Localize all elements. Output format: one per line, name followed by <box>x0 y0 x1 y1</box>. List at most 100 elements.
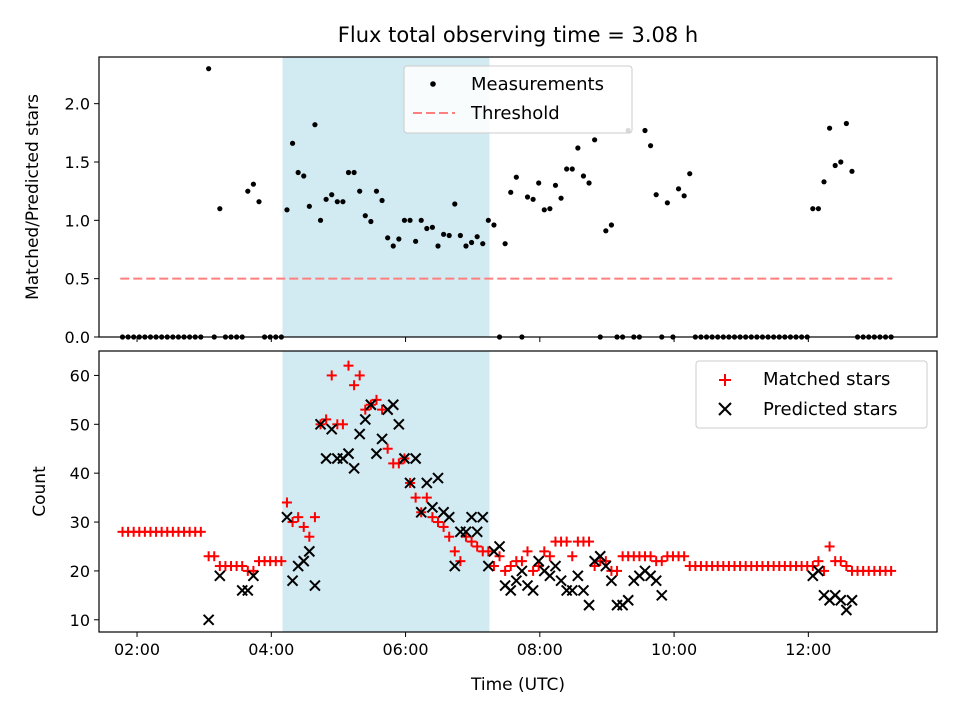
predicted-star-point <box>532 555 545 567</box>
matched-star-point <box>337 419 348 430</box>
predicted-star-point <box>326 423 338 435</box>
matched-star-point <box>539 546 550 557</box>
y-tick-label: 1.5 <box>65 153 90 172</box>
predicted-star-point <box>449 560 461 572</box>
matched-star-point <box>393 458 404 469</box>
measurement-point <box>351 169 357 176</box>
matched-star-point <box>281 497 292 508</box>
measurement-point <box>675 186 682 192</box>
predicted-star-point <box>314 418 327 431</box>
measurement-point <box>206 66 212 72</box>
x-axis-ticks: 02:00 04:00 06:00 08:00 10:00 12:00 <box>114 632 831 659</box>
matched-star-point <box>516 556 527 567</box>
measurement-point <box>295 169 301 176</box>
legend-label-predicted: Predicted stars <box>763 399 897 420</box>
legend-label-threshold: Threshold <box>470 103 560 124</box>
matched-star-point <box>835 556 846 567</box>
predicted-star-point <box>202 614 215 626</box>
measurement-point <box>838 159 844 165</box>
measurement-point <box>843 120 849 127</box>
measurement-point <box>289 140 296 146</box>
matched-star-point <box>466 536 477 547</box>
predicted-star-point <box>214 570 226 582</box>
predicted-star-point <box>387 399 399 411</box>
predicted-star-point <box>840 604 853 616</box>
matched-star-point <box>349 380 360 391</box>
matched-star-point <box>600 556 611 567</box>
predicted-star-point <box>482 560 495 572</box>
y-tick-label: 60 <box>70 366 90 385</box>
predicted-star-point <box>281 511 293 523</box>
measurement-point <box>558 195 564 201</box>
matched-star-point <box>567 551 578 562</box>
matched-star-point <box>483 546 494 557</box>
predicted-star-point <box>650 574 662 587</box>
measurement-point <box>463 243 469 249</box>
y-tick-label: 0.5 <box>65 270 90 289</box>
measurement-point <box>357 188 363 194</box>
predicted-star-point <box>572 570 584 582</box>
x-tick-label: 12:00 <box>785 640 831 659</box>
matched-star-point <box>410 492 421 503</box>
x-tick-label: 02:00 <box>114 640 160 659</box>
measurement-point <box>446 232 452 239</box>
predicted-star-point <box>477 511 489 523</box>
measurement-point <box>592 137 598 143</box>
matched-star-point <box>449 546 460 557</box>
measurement-point <box>385 235 391 241</box>
observing-window-highlight <box>282 351 490 632</box>
measurement-point <box>826 125 833 131</box>
measurement-point <box>530 196 536 202</box>
matched-star-point <box>561 536 572 547</box>
matched-star-point <box>886 565 897 576</box>
predicted-star-point <box>309 579 321 592</box>
matched-star-point <box>326 370 337 381</box>
matched-star-point <box>472 541 483 552</box>
matched-star-point <box>433 517 444 528</box>
measurement-point <box>536 180 542 186</box>
predicted-star-point <box>365 399 377 411</box>
predicted-star-point <box>605 574 618 587</box>
matched-star-point <box>298 521 309 532</box>
predicted-star-point <box>409 452 422 465</box>
measurement-point <box>485 217 491 223</box>
measurement-point <box>256 199 262 205</box>
predicted-star-point <box>555 574 567 587</box>
predicted-star-point <box>577 584 590 597</box>
measurement-point <box>284 207 290 213</box>
measurement-point <box>513 174 519 180</box>
matched-star-point <box>276 556 287 567</box>
matched-star-point <box>209 551 220 562</box>
matched-star-point <box>377 404 388 415</box>
star-count-points <box>117 360 897 626</box>
predicted-star-point <box>320 452 332 465</box>
predicted-star-point <box>835 594 847 606</box>
measurement-point <box>407 217 413 223</box>
predicted-star-point <box>353 428 366 440</box>
x-axis-ticks <box>136 337 809 342</box>
legend-label-matched: Matched stars <box>763 369 890 390</box>
measurement-point <box>849 168 855 174</box>
measurement-point <box>329 192 335 198</box>
legend-label-measurements: Measurements <box>471 74 604 95</box>
measurement-point <box>653 192 659 198</box>
measurement-point <box>306 203 312 209</box>
matched-star-point <box>304 531 315 542</box>
predicted-star-point <box>421 477 433 489</box>
measurement-point <box>480 241 486 247</box>
measurement-point <box>334 199 340 205</box>
measurement-point <box>603 228 609 234</box>
measurement-point <box>373 188 380 194</box>
matched-star-point <box>421 492 432 503</box>
measurement-point <box>541 207 547 213</box>
matched-star-point <box>841 561 852 572</box>
predicted-star-point <box>404 477 416 489</box>
x-tick-label: 10:00 <box>651 640 697 659</box>
predicted-star-point <box>393 418 405 431</box>
chart-title: Flux total observing time = 3.08 h <box>338 23 698 47</box>
measurement-point <box>474 234 480 240</box>
measurement-point <box>396 236 402 242</box>
predicted-star-point <box>303 545 316 558</box>
matched-star-point <box>293 512 304 523</box>
measurement-point <box>580 173 587 179</box>
